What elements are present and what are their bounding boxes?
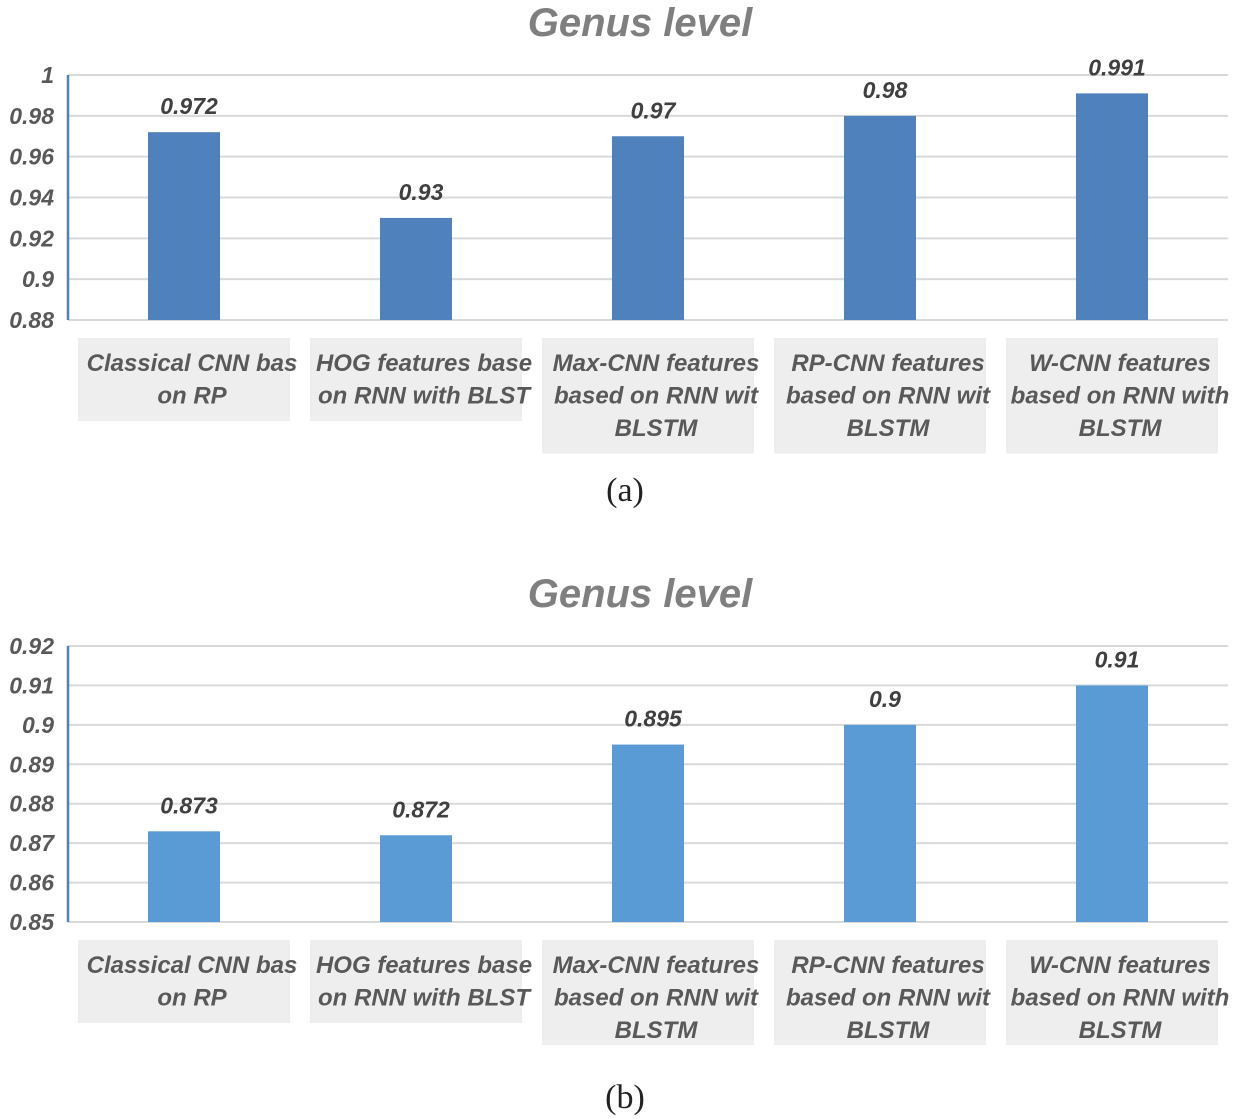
y-tick-label: 0.91 xyxy=(9,672,54,698)
category-label: BLSTM xyxy=(847,1017,931,1044)
category-label-box xyxy=(310,338,522,421)
y-tick-label: 0.87 xyxy=(9,830,55,856)
bar xyxy=(380,217,452,320)
bar xyxy=(844,724,916,922)
y-tick-label: 0.86 xyxy=(9,870,54,896)
y-tick-label: 0.92 xyxy=(9,225,54,251)
data-label: 0.872 xyxy=(392,796,450,822)
y-tick-label: 0.92 xyxy=(9,633,54,659)
category-label: BLSTM xyxy=(1079,1017,1163,1044)
category-label: Max-CNN features xyxy=(553,350,760,377)
category-label: based on RNN wit xyxy=(786,383,991,410)
bar-chart-b: Genus level 0.85 0.86 0.87 0.88 0.89 0.9 0.91 0… xyxy=(9,572,1230,1045)
category-label-box xyxy=(1006,338,1218,454)
data-label: 0.9 xyxy=(869,686,901,712)
category-label: W-CNN features xyxy=(1029,350,1211,377)
y-tick-label: 0.85 xyxy=(9,909,55,935)
category-label: Classical CNN bas xyxy=(87,952,298,979)
caption-a: (a) xyxy=(606,472,644,509)
category-label-box xyxy=(1006,940,1218,1045)
category-label: BLSTM xyxy=(615,415,699,442)
category-label-box xyxy=(310,940,522,1023)
y-tick-label: 0.88 xyxy=(9,307,54,333)
category-label-box xyxy=(774,940,986,1045)
category-label: RP-CNN features xyxy=(791,350,984,377)
category-label: based on RNN wit xyxy=(554,383,759,410)
y-tick-label: 0.88 xyxy=(9,791,54,817)
category-label-box xyxy=(542,338,754,454)
category-label: Classical CNN bas xyxy=(87,350,298,377)
data-label: 0.991 xyxy=(1088,54,1146,80)
data-label: 0.972 xyxy=(160,93,218,119)
chart-title-b: Genus level xyxy=(528,572,753,616)
chart-title-a: Genus level xyxy=(528,1,753,45)
bar-chart-a: Genus level 0.88 0.9 0.92 0.94 0.96 0.98 1 0.97… xyxy=(9,1,1230,454)
bar xyxy=(612,744,684,922)
category-label: BLSTM xyxy=(847,415,931,442)
y-tick-label: 0.98 xyxy=(9,103,54,129)
category-label: based on RNN with xyxy=(1011,383,1230,410)
category-label: HOG features base xyxy=(316,952,532,979)
category-label-box xyxy=(78,338,290,421)
category-label: HOG features base xyxy=(316,350,532,377)
data-label: 0.93 xyxy=(399,179,444,205)
data-label: 0.97 xyxy=(631,97,677,123)
bar xyxy=(380,835,452,922)
chart-panel-b: Genus level 0.85 0.86 0.87 0.88 0.89 0.9 0.91 0… xyxy=(0,565,1250,1119)
category-label: RP-CNN features xyxy=(791,952,984,979)
category-label: W-CNN features xyxy=(1029,952,1211,979)
data-label: 0.91 xyxy=(1095,646,1140,672)
bar xyxy=(612,136,684,320)
data-label: 0.895 xyxy=(624,706,683,732)
y-tick-label: 0.96 xyxy=(9,144,54,170)
y-tick-label: 1 xyxy=(41,62,54,88)
category-label: on RNN with BLST xyxy=(318,383,532,410)
category-label: BLSTM xyxy=(1079,415,1163,442)
y-tick-label: 0.9 xyxy=(22,266,54,292)
category-label: on RP xyxy=(157,985,227,1012)
category-label-box xyxy=(78,940,290,1023)
data-label: 0.98 xyxy=(863,77,908,103)
category-label: based on RNN wit xyxy=(554,985,759,1012)
bar xyxy=(1076,685,1148,922)
y-tick-label: 0.9 xyxy=(22,712,54,738)
y-tick-label: 0.89 xyxy=(9,751,54,777)
category-label: on RNN with BLST xyxy=(318,985,532,1012)
category-label-box xyxy=(774,338,986,454)
category-label: based on RNN with xyxy=(1011,985,1230,1012)
bar xyxy=(844,115,916,320)
category-label: Max-CNN features xyxy=(553,952,760,979)
category-label: on RP xyxy=(157,383,227,410)
bar xyxy=(1076,93,1148,320)
category-label: based on RNN wit xyxy=(786,985,991,1012)
category-label-box xyxy=(542,940,754,1045)
y-tick-label: 0.94 xyxy=(9,185,54,211)
bar xyxy=(148,831,220,922)
chart-panel-a: Genus level 0.88 0.9 0.92 0.94 0.96 0.98 1 0.97… xyxy=(0,0,1250,540)
bar xyxy=(148,132,220,320)
category-label: BLSTM xyxy=(615,1017,699,1044)
caption-b: (b) xyxy=(605,1079,645,1116)
data-label: 0.873 xyxy=(160,792,218,818)
